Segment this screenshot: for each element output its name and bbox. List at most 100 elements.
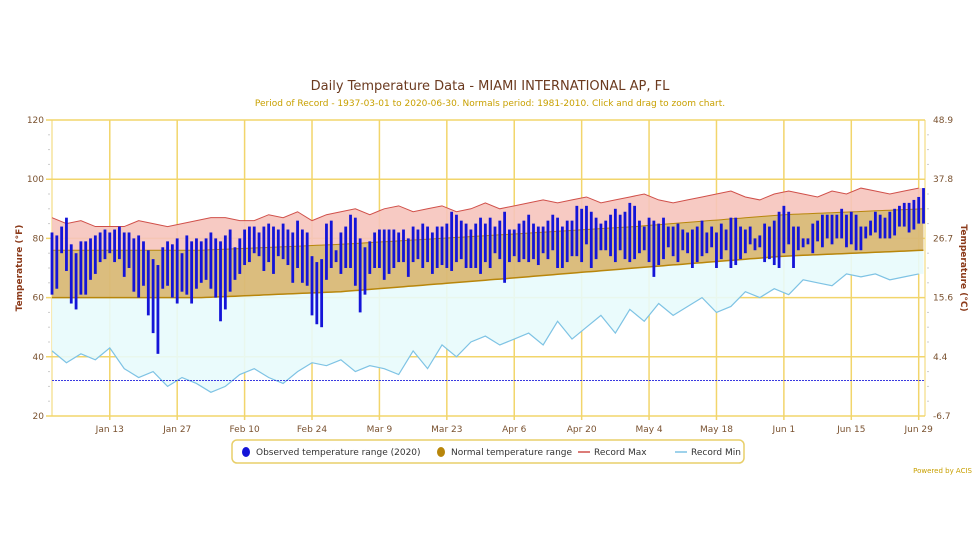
- observed-temperature-bar[interactable]: [286, 229, 290, 266]
- observed-temperature-bar[interactable]: [917, 196, 921, 224]
- observed-temperature-bar[interactable]: [772, 220, 776, 266]
- observed-temperature-bar[interactable]: [840, 208, 844, 239]
- observed-temperature-bar[interactable]: [652, 220, 656, 277]
- observed-temperature-bar[interactable]: [551, 214, 555, 251]
- observed-temperature-bar[interactable]: [209, 232, 213, 289]
- observed-temperature-bar[interactable]: [483, 223, 487, 263]
- observed-temperature-bar[interactable]: [609, 214, 612, 257]
- observed-temperature-bar[interactable]: [445, 223, 449, 268]
- observed-temperature-bar[interactable]: [363, 247, 367, 295]
- observed-temperature-bar[interactable]: [796, 226, 800, 251]
- observed-temperature-bar[interactable]: [782, 205, 786, 254]
- observed-temperature-bar[interactable]: [922, 188, 925, 224]
- observed-temperature-bar[interactable]: [560, 226, 564, 268]
- observed-temperature-bar[interactable]: [459, 220, 463, 260]
- observed-temperature-bar[interactable]: [570, 220, 574, 257]
- observed-temperature-bar[interactable]: [93, 235, 97, 274]
- observed-temperature-bar[interactable]: [296, 220, 299, 268]
- observed-temperature-bar[interactable]: [743, 229, 747, 254]
- observed-temperature-bar[interactable]: [151, 259, 155, 334]
- observed-temperature-bar[interactable]: [156, 265, 160, 354]
- observed-temperature-bar[interactable]: [536, 226, 540, 266]
- observed-temperature-bar[interactable]: [710, 226, 714, 248]
- observed-temperature-bar[interactable]: [344, 226, 348, 268]
- observed-temperature-bar[interactable]: [599, 223, 603, 251]
- observed-temperature-bar[interactable]: [426, 226, 429, 263]
- observed-temperature-bar[interactable]: [869, 220, 872, 236]
- observed-temperature-bar[interactable]: [406, 238, 410, 277]
- observed-temperature-bar[interactable]: [132, 238, 136, 292]
- observed-temperature-bar[interactable]: [893, 208, 897, 236]
- observed-temperature-bar[interactable]: [642, 226, 646, 251]
- observed-temperature-bar[interactable]: [830, 214, 834, 245]
- observed-temperature-bar[interactable]: [676, 223, 680, 263]
- observed-temperature-bar[interactable]: [416, 229, 420, 260]
- observed-temperature-bar[interactable]: [758, 235, 762, 248]
- observed-temperature-bar[interactable]: [541, 226, 545, 254]
- observed-temperature-bar[interactable]: [378, 229, 381, 268]
- observed-temperature-bar[interactable]: [777, 211, 781, 268]
- observed-temperature-bar[interactable]: [368, 241, 372, 274]
- observed-temperature-bar[interactable]: [373, 232, 377, 268]
- observed-temperature-bar[interactable]: [493, 226, 497, 254]
- observed-temperature-bar[interactable]: [888, 211, 892, 239]
- observed-temperature-bar[interactable]: [816, 220, 819, 242]
- observed-temperature-bar[interactable]: [532, 223, 535, 260]
- observed-temperature-bar[interactable]: [450, 211, 454, 271]
- observed-temperature-bar[interactable]: [122, 232, 126, 277]
- observed-temperature-bar[interactable]: [768, 226, 771, 260]
- observed-temperature-bar[interactable]: [686, 232, 689, 254]
- observed-temperature-bar[interactable]: [585, 205, 588, 245]
- observed-temperature-bar[interactable]: [358, 238, 362, 313]
- observed-temperature-bar[interactable]: [233, 247, 237, 280]
- observed-temperature-bar[interactable]: [647, 217, 651, 263]
- observed-temperature-bar[interactable]: [690, 229, 694, 268]
- observed-temperature-bar[interactable]: [161, 247, 165, 289]
- observed-temperature-bar[interactable]: [565, 220, 569, 263]
- observed-temperature-bar[interactable]: [108, 232, 112, 254]
- observed-temperature-bar[interactable]: [575, 205, 579, 257]
- observed-temperature-bar[interactable]: [849, 211, 853, 245]
- observed-temperature-bar[interactable]: [397, 232, 401, 263]
- observed-temperature-bar[interactable]: [339, 232, 343, 274]
- observed-temperature-bar[interactable]: [199, 241, 203, 283]
- observed-temperature-bar[interactable]: [166, 241, 169, 286]
- legend-item-normal[interactable]: Normal temperature range: [437, 447, 572, 458]
- observed-temperature-bar[interactable]: [214, 238, 218, 298]
- observed-temperature-bar[interactable]: [835, 214, 839, 239]
- observed-temperature-bar[interactable]: [238, 238, 242, 274]
- legend-item-record-min[interactable]: Record Min: [675, 448, 741, 458]
- observed-temperature-bar[interactable]: [252, 226, 256, 254]
- observed-temperature-bar[interactable]: [455, 214, 458, 263]
- observed-temperature-bar[interactable]: [421, 223, 425, 268]
- observed-temperature-bar[interactable]: [613, 208, 617, 263]
- observed-temperature-bar[interactable]: [681, 229, 685, 251]
- observed-temperature-bar[interactable]: [170, 244, 174, 298]
- observed-temperature-bar[interactable]: [243, 229, 246, 266]
- observed-temperature-bar[interactable]: [402, 229, 405, 263]
- observed-temperature-bar[interactable]: [508, 229, 511, 263]
- observed-temperature-bar[interactable]: [474, 223, 478, 268]
- observed-temperature-bar[interactable]: [325, 223, 328, 280]
- observed-temperature-bar[interactable]: [113, 229, 116, 263]
- observed-temperature-bar[interactable]: [435, 226, 439, 268]
- observed-temperature-bar[interactable]: [469, 229, 473, 268]
- observed-temperature-bar[interactable]: [527, 214, 531, 263]
- observed-temperature-bar[interactable]: [146, 250, 150, 316]
- observed-temperature-bar[interactable]: [763, 223, 767, 263]
- observed-temperature-bar[interactable]: [387, 229, 391, 274]
- observed-temperature-bar[interactable]: [190, 241, 194, 304]
- observed-temperature-bar[interactable]: [556, 217, 559, 268]
- observed-temperature-bar[interactable]: [248, 226, 251, 263]
- observed-temperature-bar[interactable]: [267, 223, 271, 263]
- observed-temperature-bar[interactable]: [464, 223, 468, 268]
- observed-temperature-bar[interactable]: [291, 232, 295, 283]
- observed-temperature-bar[interactable]: [546, 220, 550, 260]
- observed-temperature-bar[interactable]: [281, 223, 285, 260]
- observed-temperature-bar[interactable]: [55, 235, 59, 289]
- observed-temperature-bar[interactable]: [594, 217, 598, 260]
- observed-temperature-bar[interactable]: [204, 238, 208, 280]
- observed-temperature-bar[interactable]: [517, 223, 521, 263]
- observed-temperature-bar[interactable]: [628, 202, 632, 263]
